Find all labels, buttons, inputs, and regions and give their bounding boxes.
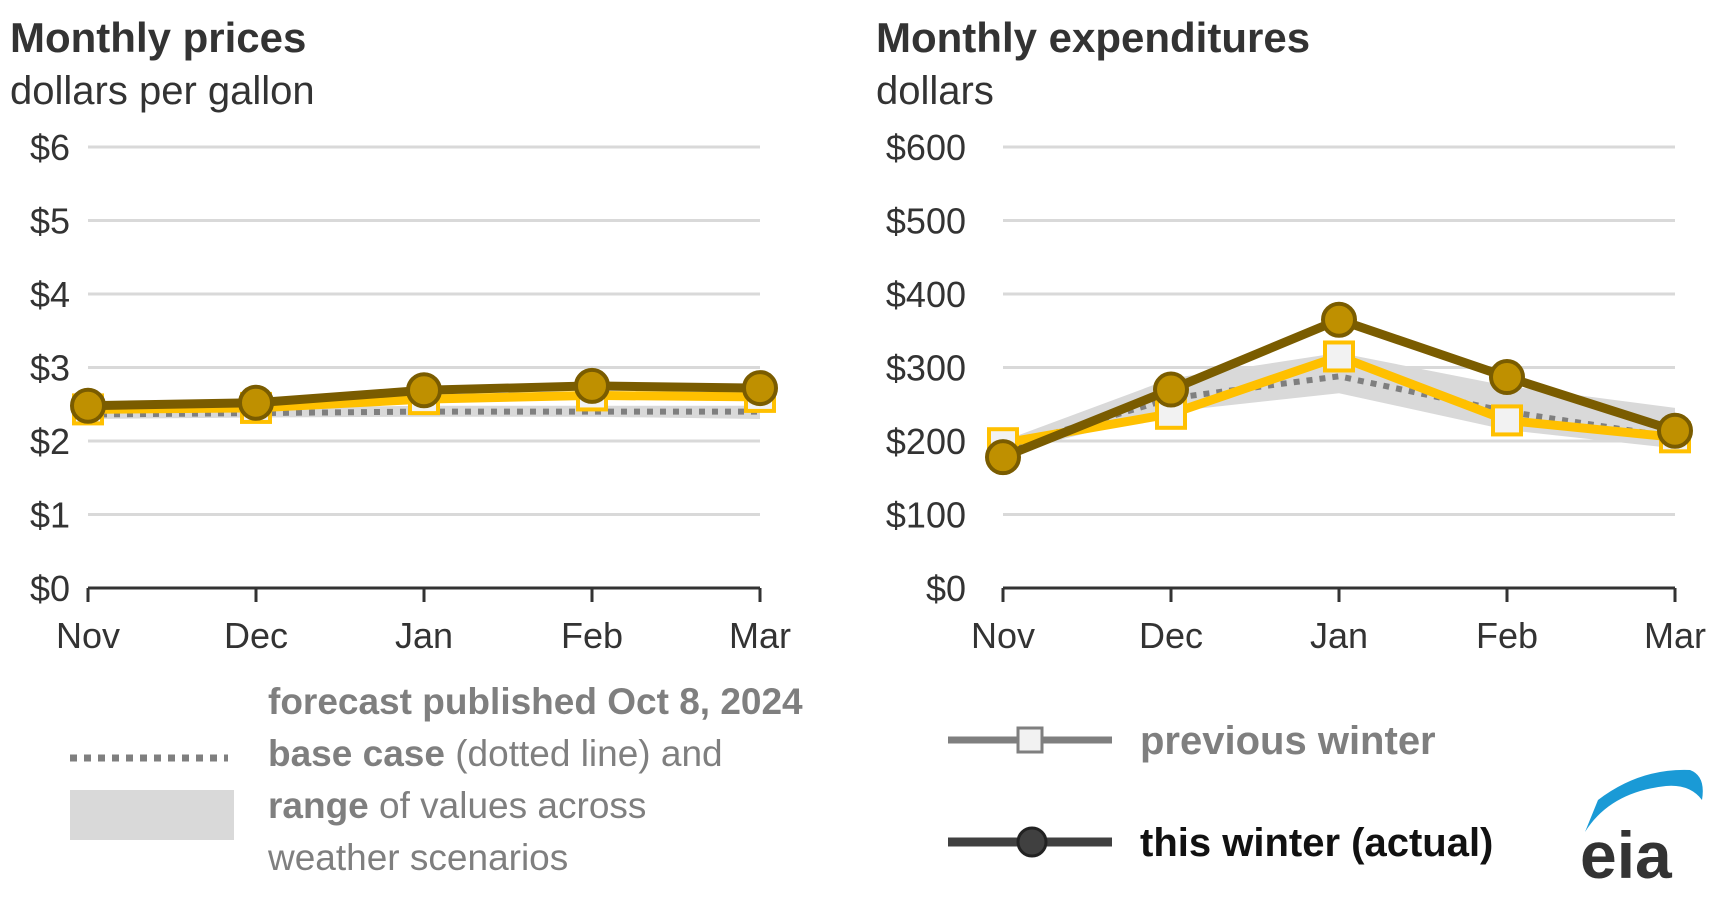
eia-logo-text: eia bbox=[1580, 818, 1673, 892]
prices-x-tick-label: Nov bbox=[56, 615, 120, 656]
legend-series: previous winter this winter (actual) bbox=[948, 719, 1493, 865]
expenditures-x-tick-label: Dec bbox=[1139, 615, 1203, 656]
expenditures-panel: Monthly expenditures dollars $0$100$200$… bbox=[876, 14, 1706, 656]
expenditures-y-tick-label: $600 bbox=[886, 127, 966, 168]
eia-logo-arc bbox=[1585, 769, 1703, 832]
prices-y-tick-label: $6 bbox=[30, 127, 70, 168]
prices-y-tick-label: $3 bbox=[30, 348, 70, 389]
expenditures-x-tick-label: Feb bbox=[1476, 615, 1538, 656]
legend-range-text: range of values across bbox=[268, 785, 646, 826]
legend-actual-label: this winter (actual) bbox=[1140, 821, 1493, 865]
prices-actual-point bbox=[406, 372, 442, 409]
prices-actual-point bbox=[742, 370, 778, 407]
expenditures-y-tick-label: $100 bbox=[886, 495, 966, 536]
expenditures-y-tick-label: $200 bbox=[886, 421, 966, 462]
prices-x-tick-label: Dec bbox=[224, 615, 288, 656]
prices-panel: Monthly prices dollars per gallon $0 $1 $2… bbox=[10, 14, 791, 656]
expenditures-actual-point bbox=[985, 439, 1021, 476]
expenditures-y-axis: $0 $100 $200 $300 $400 $500 $600 bbox=[886, 127, 966, 609]
prices-x-tick-label: Feb bbox=[561, 615, 623, 656]
expenditures-actual-point bbox=[1153, 371, 1189, 408]
expenditures-y-tick-label: $400 bbox=[886, 274, 966, 315]
prices-x-tick-label: Mar bbox=[729, 615, 791, 656]
expenditures-previous-winter-point bbox=[1323, 340, 1355, 373]
prices-base-case-line bbox=[87, 408, 760, 418]
expenditures-y-tick-label: $0 bbox=[926, 568, 966, 609]
prices-y-tick-label: $2 bbox=[30, 421, 70, 462]
prices-y-tick-label: $1 bbox=[30, 495, 70, 536]
legend-previous-label: previous winter bbox=[1140, 719, 1436, 763]
eia-logo: eia bbox=[1580, 769, 1703, 892]
legend-range-swatch bbox=[70, 790, 234, 840]
prices-y-axis: $0 $1 $2 $3 $4 $5 $6 bbox=[30, 127, 70, 609]
legend-range-text-line2: weather scenarios bbox=[267, 837, 568, 878]
prices-y-tick-label: $0 bbox=[30, 568, 70, 609]
expenditures-chart-title: Monthly expenditures bbox=[876, 14, 1310, 61]
expenditures-chart-subtitle: dollars bbox=[876, 69, 994, 113]
legend-actual-marker bbox=[1016, 826, 1048, 858]
prices-chart-title: Monthly prices bbox=[10, 14, 306, 61]
expenditures-series bbox=[985, 301, 1693, 476]
expenditures-y-tick-label: $500 bbox=[886, 201, 966, 242]
prices-chart-subtitle: dollars per gallon bbox=[10, 69, 315, 113]
legend-previous-marker bbox=[1016, 726, 1044, 754]
legend-forecast: forecast published Oct 8, 2024 base case… bbox=[70, 681, 803, 878]
expenditures-previous-winter-point bbox=[1491, 404, 1523, 437]
expenditures-actual-point bbox=[1321, 301, 1357, 338]
prices-actual-point bbox=[238, 384, 274, 421]
prices-y-tick-label: $5 bbox=[30, 201, 70, 242]
expenditures-gridlines bbox=[1003, 145, 1675, 516]
expenditures-base-case-line bbox=[1002, 373, 1676, 452]
prices-x-axis: Nov Dec Jan Feb Mar bbox=[56, 586, 791, 656]
legend-base-case-text: base case (dotted line) and bbox=[268, 733, 723, 774]
expenditures-actual-point bbox=[1657, 412, 1693, 449]
prices-x-tick-label: Jan bbox=[395, 615, 453, 656]
expenditures-x-tick-label: Mar bbox=[1644, 615, 1706, 656]
expenditures-y-tick-label: $300 bbox=[886, 348, 966, 389]
expenditures-x-tick-label: Nov bbox=[971, 615, 1035, 656]
legend-forecast-title: forecast published Oct 8, 2024 bbox=[268, 681, 803, 722]
expenditures-x-tick-label: Jan bbox=[1310, 615, 1368, 656]
prices-y-tick-label: $4 bbox=[30, 274, 70, 315]
prices-gridlines bbox=[88, 145, 760, 516]
expenditures-actual-point bbox=[1489, 359, 1525, 396]
expenditures-x-axis: Nov Dec Jan Feb Mar bbox=[971, 586, 1706, 656]
prices-actual-point bbox=[70, 387, 106, 424]
prices-series bbox=[70, 367, 778, 426]
prices-actual-point bbox=[574, 367, 610, 404]
